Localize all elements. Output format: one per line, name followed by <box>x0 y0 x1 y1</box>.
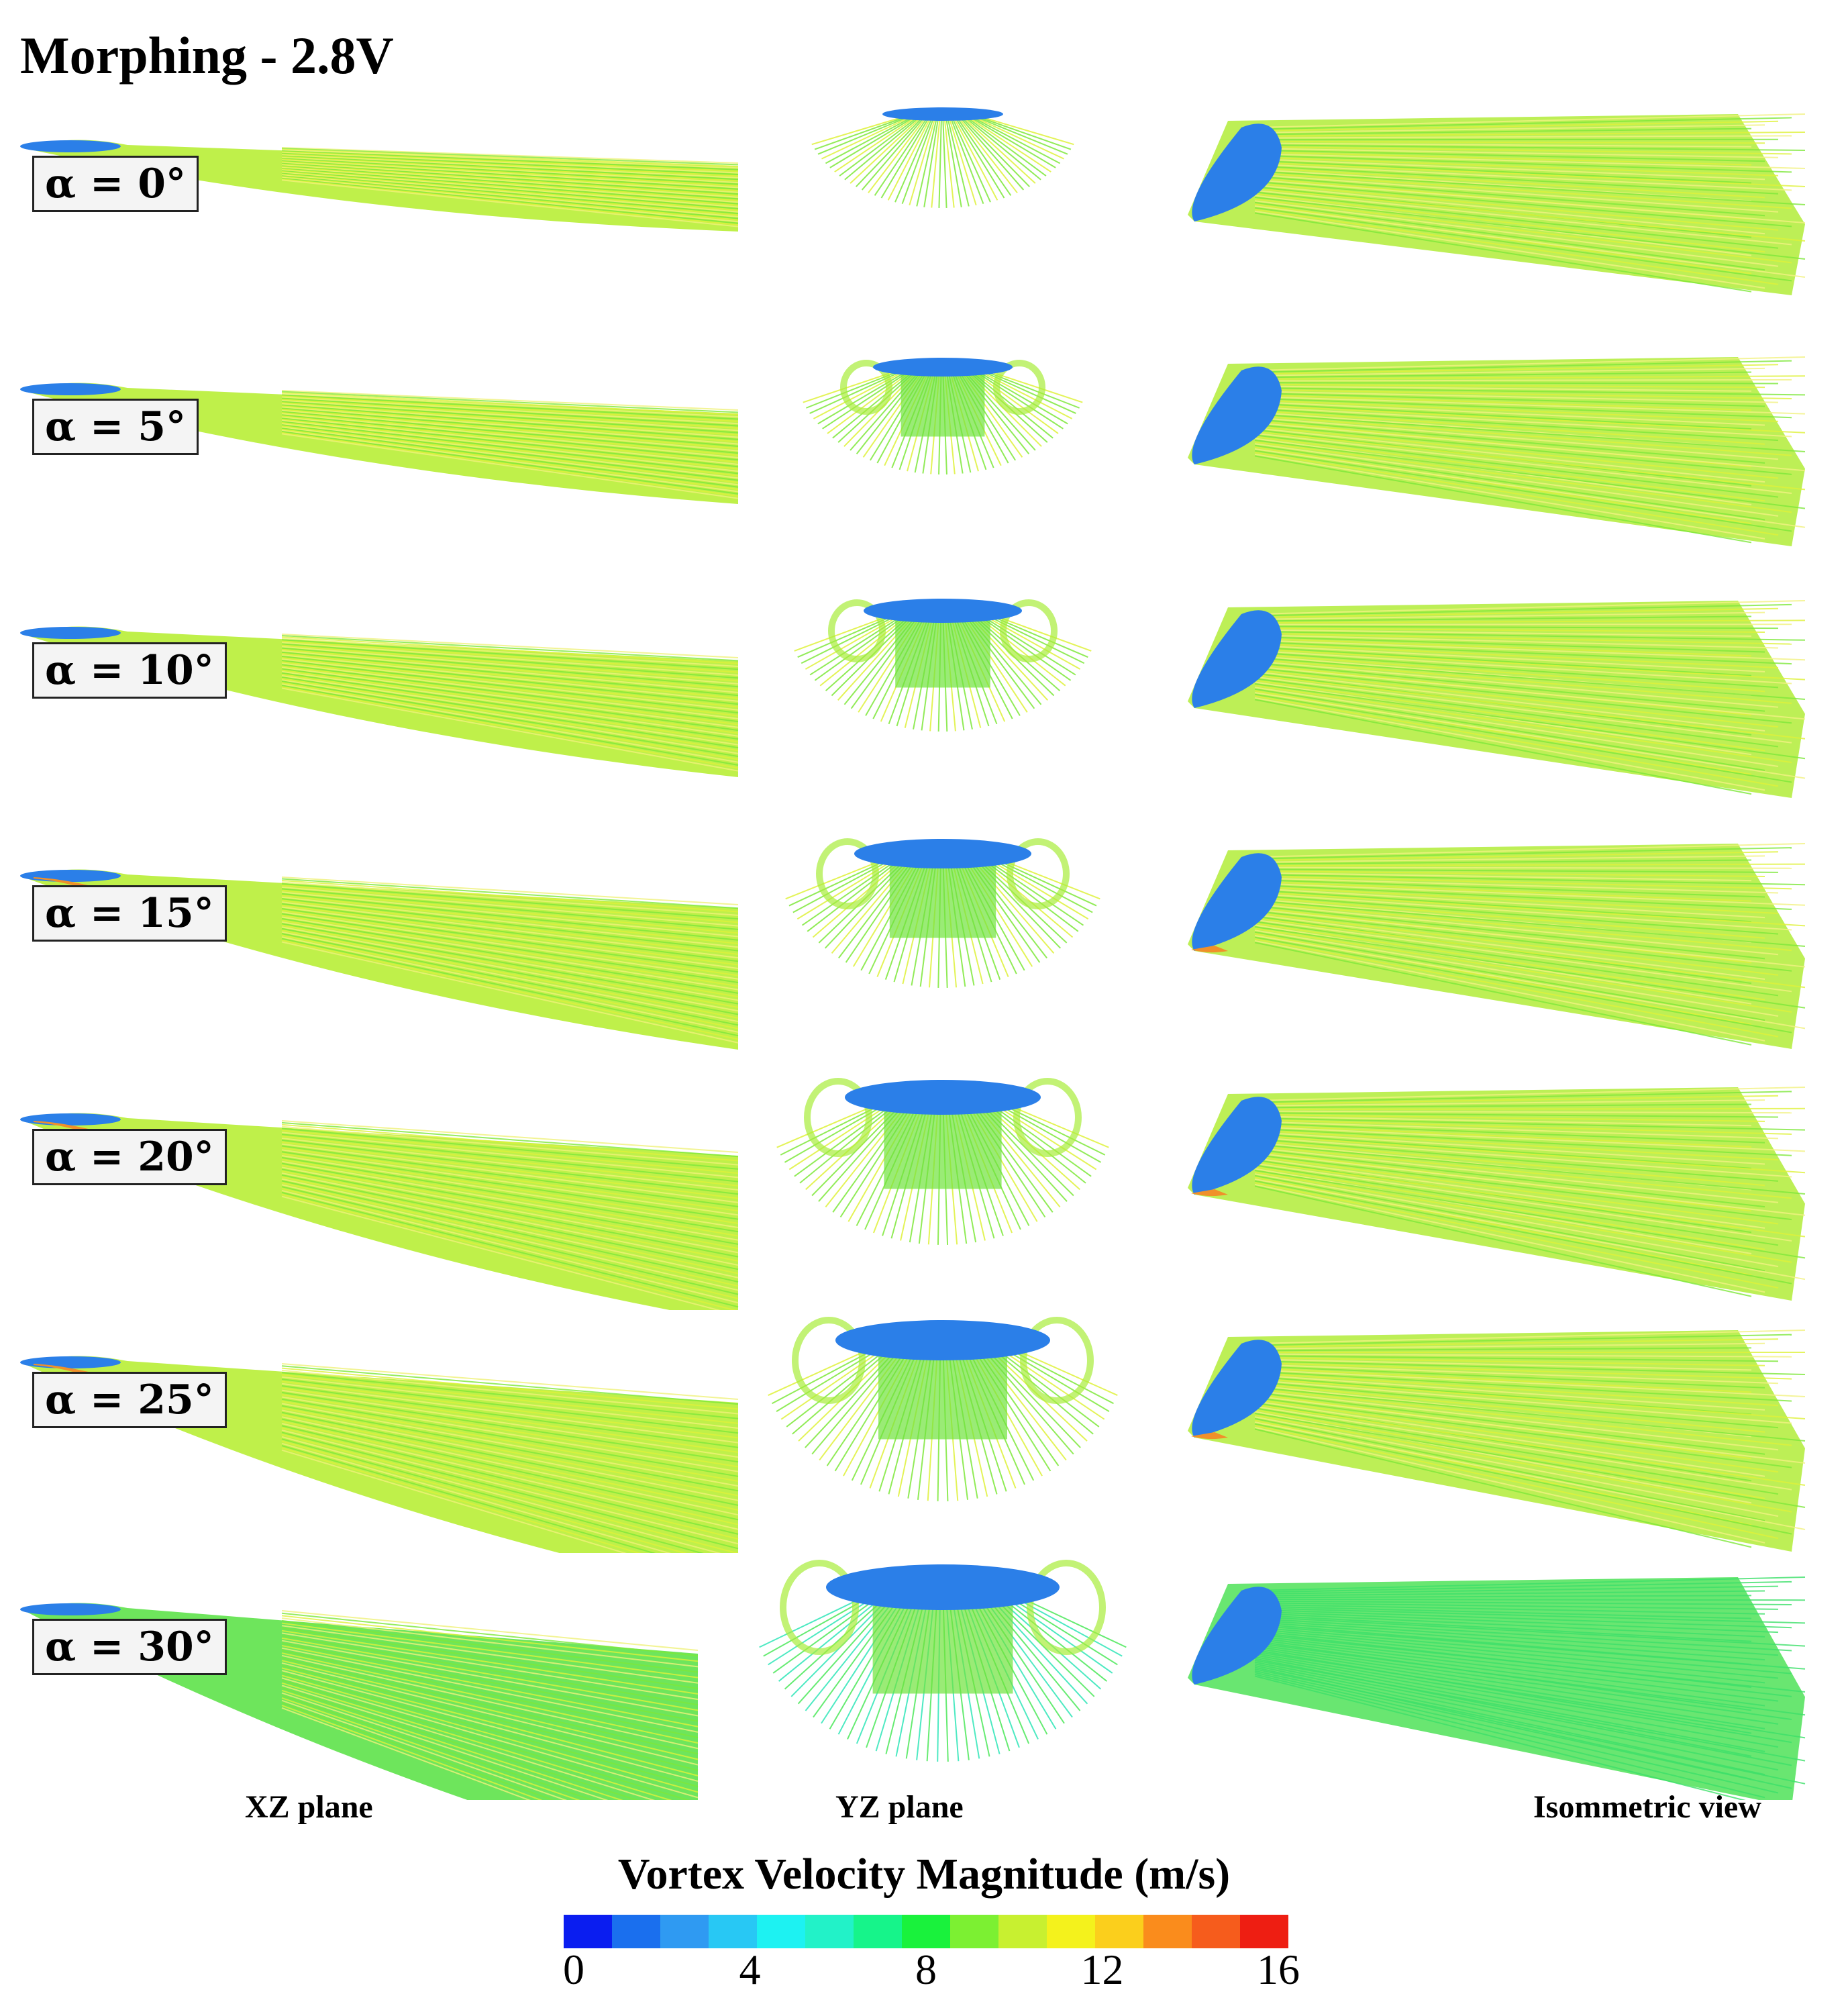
xz-streamline-plot <box>13 330 758 580</box>
yz-streamline-plot <box>752 330 1134 580</box>
xz-streamline-plot <box>13 1550 758 1800</box>
colorbar-swatch <box>950 1915 998 1948</box>
colorbar <box>564 1915 1288 1948</box>
isometric-streamline-plot <box>1134 1303 1832 1553</box>
colorbar-swatch <box>612 1915 660 1948</box>
colorbar-tick-label: 4 <box>739 1946 761 1993</box>
figure-title: Morphing - 2.8V <box>20 26 394 85</box>
alpha-label: α = 0° <box>32 156 199 212</box>
yz-streamline-plot <box>752 574 1134 823</box>
colorbar-swatch <box>902 1915 950 1948</box>
colorbar-tick-label: 8 <box>915 1946 937 1993</box>
colorbar-title: Vortex Velocity Magnitude (m/s) <box>617 1850 1231 1899</box>
alpha-label: α = 30° <box>32 1619 227 1675</box>
yz-streamline-plot <box>752 1060 1134 1310</box>
xz-streamline-plot <box>13 574 758 823</box>
alpha-label: α = 10° <box>32 642 227 699</box>
colorbar-swatch <box>757 1915 805 1948</box>
yz-streamline-plot <box>752 87 1134 337</box>
yz-streamline-plot <box>752 1303 1134 1553</box>
yz-streamline-plot <box>752 1550 1134 1800</box>
alpha-row: α = 0° <box>0 87 1848 337</box>
alpha-row: α = 25° <box>0 1303 1848 1553</box>
isometric-streamline-plot <box>1134 1550 1832 1800</box>
isometric-streamline-plot <box>1134 574 1832 823</box>
colorbar-swatch <box>998 1915 1047 1948</box>
alpha-row: α = 30° <box>0 1550 1848 1800</box>
alpha-label: α = 20° <box>32 1129 227 1185</box>
colorbar-tick-label: 12 <box>1080 1946 1124 1993</box>
isometric-view-label: Isommetric view <box>1533 1789 1761 1825</box>
isometric-streamline-plot <box>1134 87 1832 337</box>
colorbar-swatch <box>854 1915 902 1948</box>
isometric-streamline-plot <box>1134 817 1832 1066</box>
alpha-row: α = 15° <box>0 817 1848 1066</box>
isometric-streamline-plot <box>1134 330 1832 580</box>
colorbar-swatch <box>1143 1915 1192 1948</box>
yz-plane-label: YZ plane <box>835 1789 964 1825</box>
colorbar-swatch <box>1240 1915 1288 1948</box>
colorbar-swatch <box>1047 1915 1095 1948</box>
colorbar-swatch <box>805 1915 854 1948</box>
colorbar-swatch <box>1095 1915 1143 1948</box>
colorbar-tick-label: 16 <box>1257 1946 1300 1993</box>
colorbar-swatch <box>660 1915 709 1948</box>
xz-streamline-plot <box>13 817 758 1066</box>
colorbar-tick-label: 0 <box>563 1946 584 1993</box>
alpha-label: α = 5° <box>32 399 199 455</box>
xz-plane-label: XZ plane <box>245 1789 373 1825</box>
alpha-label: α = 25° <box>32 1372 227 1428</box>
xz-streamline-plot <box>13 87 758 337</box>
alpha-row: α = 5° <box>0 330 1848 580</box>
xz-streamline-plot <box>13 1303 758 1553</box>
isometric-streamline-plot <box>1134 1060 1832 1310</box>
alpha-row: α = 10° <box>0 574 1848 823</box>
alpha-label: α = 15° <box>32 885 227 942</box>
colorbar-swatch <box>1192 1915 1240 1948</box>
colorbar-swatch <box>564 1915 612 1948</box>
colorbar-swatch <box>709 1915 757 1948</box>
alpha-row: α = 20° <box>0 1060 1848 1310</box>
xz-streamline-plot <box>13 1060 758 1310</box>
yz-streamline-plot <box>752 817 1134 1066</box>
